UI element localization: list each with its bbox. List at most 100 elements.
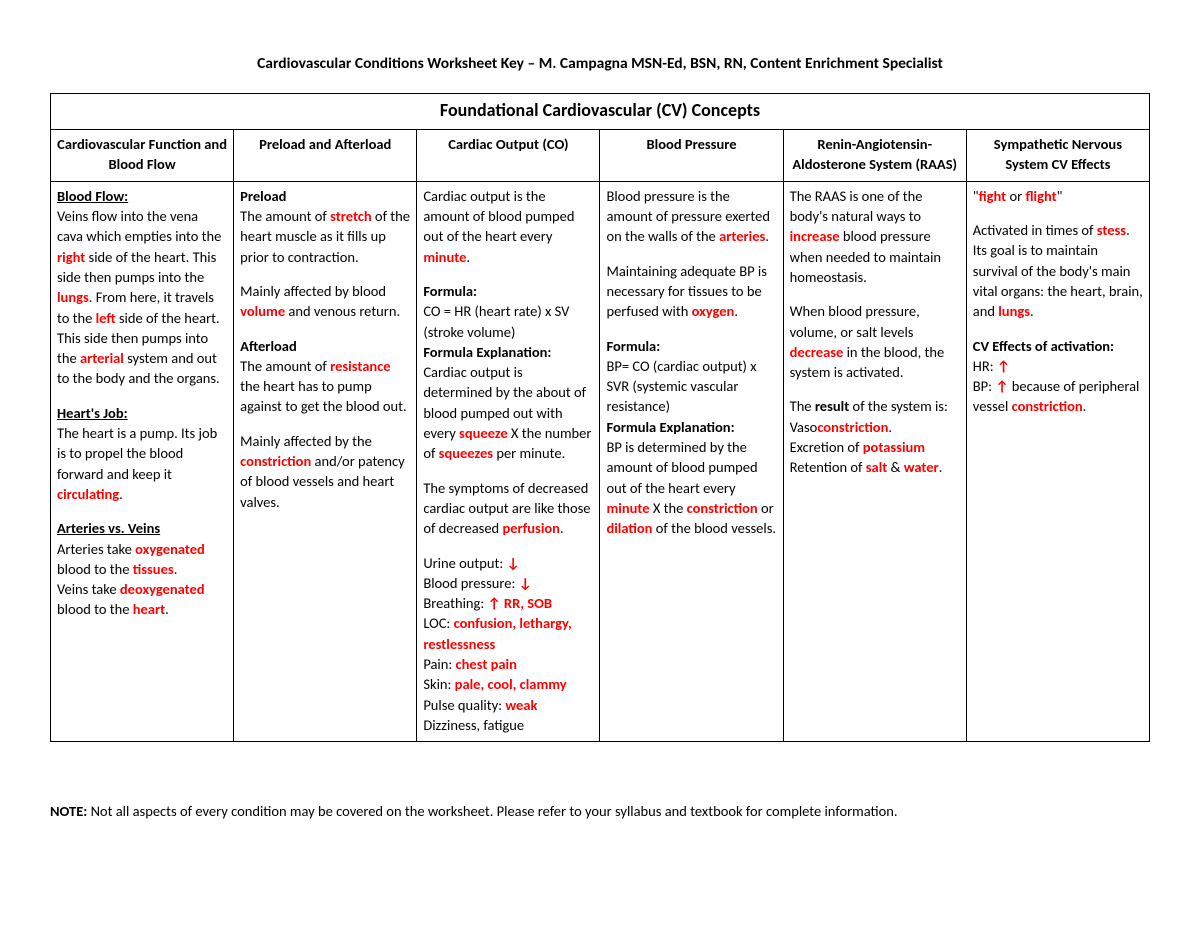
kw-water: water [904,458,939,476]
kw-constriction: constriction [240,452,311,470]
text: . [939,458,943,476]
text: of the system is: [849,397,948,415]
col-head-2: Preload and Afterload [234,130,417,182]
text: . [1083,397,1087,415]
text: and venous return. [285,302,400,320]
text: the heart has to pump against to get the… [240,377,407,415]
text: Retention of [790,458,866,476]
value-hr: ↑ [997,357,1010,375]
text: blood to the [57,560,133,578]
col-head-5: Renin-Angiotensin-Aldosterone System (RA… [783,130,966,182]
text: . [174,560,178,578]
text: Mainly affected by blood [240,282,386,300]
text: . [765,227,769,245]
cell-blood-pressure: Blood pressure is the amount of pressure… [600,181,783,741]
kw-salt: salt [866,458,888,476]
kw-deoxygenated: deoxygenated [120,580,205,598]
kw-circulating: circulating [57,485,119,503]
text: The [790,397,815,415]
col-head-6: Sympathetic Nervous System CV Effects [966,130,1149,182]
kw-oxygen: oxygen [692,302,735,320]
heading-formula-explanation: Formula Explanation: [423,343,551,361]
kw-flight: flight [1025,187,1056,205]
text: The amount of [240,207,330,225]
text: The RAAS is one of the body's natural wa… [790,187,923,225]
kw-arterial: arterial [80,349,124,367]
text: Vaso [790,418,818,436]
kw-result: result [815,397,849,415]
text: BP is determined by the amount of blood … [606,438,757,497]
footer-note: NOTE: Not all aspects of every condition… [50,802,1150,820]
value-bp-sns: ↑ [995,377,1008,395]
heading-formula: Formula: [423,282,477,300]
kw-tissues: tissues [133,560,174,578]
column-header-row: Cardiovascular Function and Blood Flow P… [51,130,1150,182]
table-title: Foundational Cardiovascular (CV) Concept… [51,94,1150,130]
kw-potassium: potassium [863,438,925,456]
text: The amount of [240,357,330,375]
document-title: Cardiovascular Conditions Worksheet Key … [50,54,1150,73]
formula-co: CO = HR (heart rate) x SV (stroke volume… [423,301,593,342]
col-head-3: Cardiac Output (CO) [417,130,600,182]
kw-lungs: lungs [57,288,89,306]
value-pain: chest pain [456,655,517,673]
heading-arteries-veins: Arteries vs. Veins [57,519,160,537]
text: X the [650,499,687,517]
label-skin: Skin: [423,675,454,693]
heading-formula-explanation-bp: Formula Explanation: [606,418,734,436]
heading-blood-flow: Blood Flow: [57,187,128,205]
kw-perfusion: perfusion [502,519,560,537]
label-pain: Pain: [423,655,455,673]
text: . [165,600,169,618]
kw-stess: stess [1097,221,1126,239]
text: . [734,302,738,320]
heading-formula-bp: Formula: [606,337,660,355]
value-skin: pale, cool, clammy [455,675,567,693]
value-bp: ↓ [519,574,532,592]
kw-left: left [96,309,116,327]
text: Activated in times of [973,221,1097,239]
text: blood to the [57,600,133,618]
label-bp-sns: BP: [973,377,996,395]
cell-cv-function: Blood Flow: Veins flow into the vena cav… [51,181,234,741]
label-bp: Blood pressure: [423,574,518,592]
text: . [560,519,564,537]
kw-stretch: stretch [330,207,372,225]
content-row: Blood Flow: Veins flow into the vena cav… [51,181,1150,741]
kw-dilation: dilation [606,519,652,537]
kw-minute: minute [423,248,466,266]
label-hr: HR: [973,357,997,375]
col-head-1: Cardiovascular Function and Blood Flow [51,130,234,182]
cell-cardiac-output: Cardiac output is the amount of blood pu… [417,181,600,741]
kw-resistance: resistance [330,357,390,375]
kw-constriction-sns: constriction [1012,397,1083,415]
cell-sympathetic: "fight or flight" Activated in times of … [966,181,1149,741]
text: . [466,248,470,266]
formula-bp: BP= CO (cardiac output) x SVR (systemic … [606,356,776,417]
text: The heart is a pump. Its job is to prope… [57,424,217,483]
kw-squeeze: squeeze [459,424,508,442]
label-breathing: Breathing: [423,594,487,612]
text: When blood pressure, volume, or salt lev… [790,302,920,340]
table-title-row: Foundational Cardiovascular (CV) Concept… [51,94,1150,130]
label-urine: Urine output: [423,554,506,572]
text: Excretion of [790,438,863,456]
kw-fight: fight [979,187,1007,205]
label-pulse: Pulse quality: [423,696,505,714]
text: per minute. [493,444,565,462]
heading-afterload: Afterload [240,337,297,355]
note-text: Not all aspects of every condition may b… [87,802,897,820]
col-head-4: Blood Pressure [600,130,783,182]
cell-raas: The RAAS is one of the body's natural wa… [783,181,966,741]
value-breathing: ↑ RR, SOB [488,594,553,612]
cell-preload-afterload: Preload The amount of stretch of the hea… [234,181,417,741]
text: " [1057,187,1063,205]
kw-volume: volume [240,302,285,320]
text: Mainly affected by the [240,432,372,450]
kw-heart: heart [133,600,165,618]
label-loc: LOC: [423,614,453,632]
heading-hearts-job: Heart's Job: [57,404,128,422]
text: Arteries take [57,540,135,558]
kw-lungs-sns: lungs [998,302,1030,320]
text: & [887,458,903,476]
